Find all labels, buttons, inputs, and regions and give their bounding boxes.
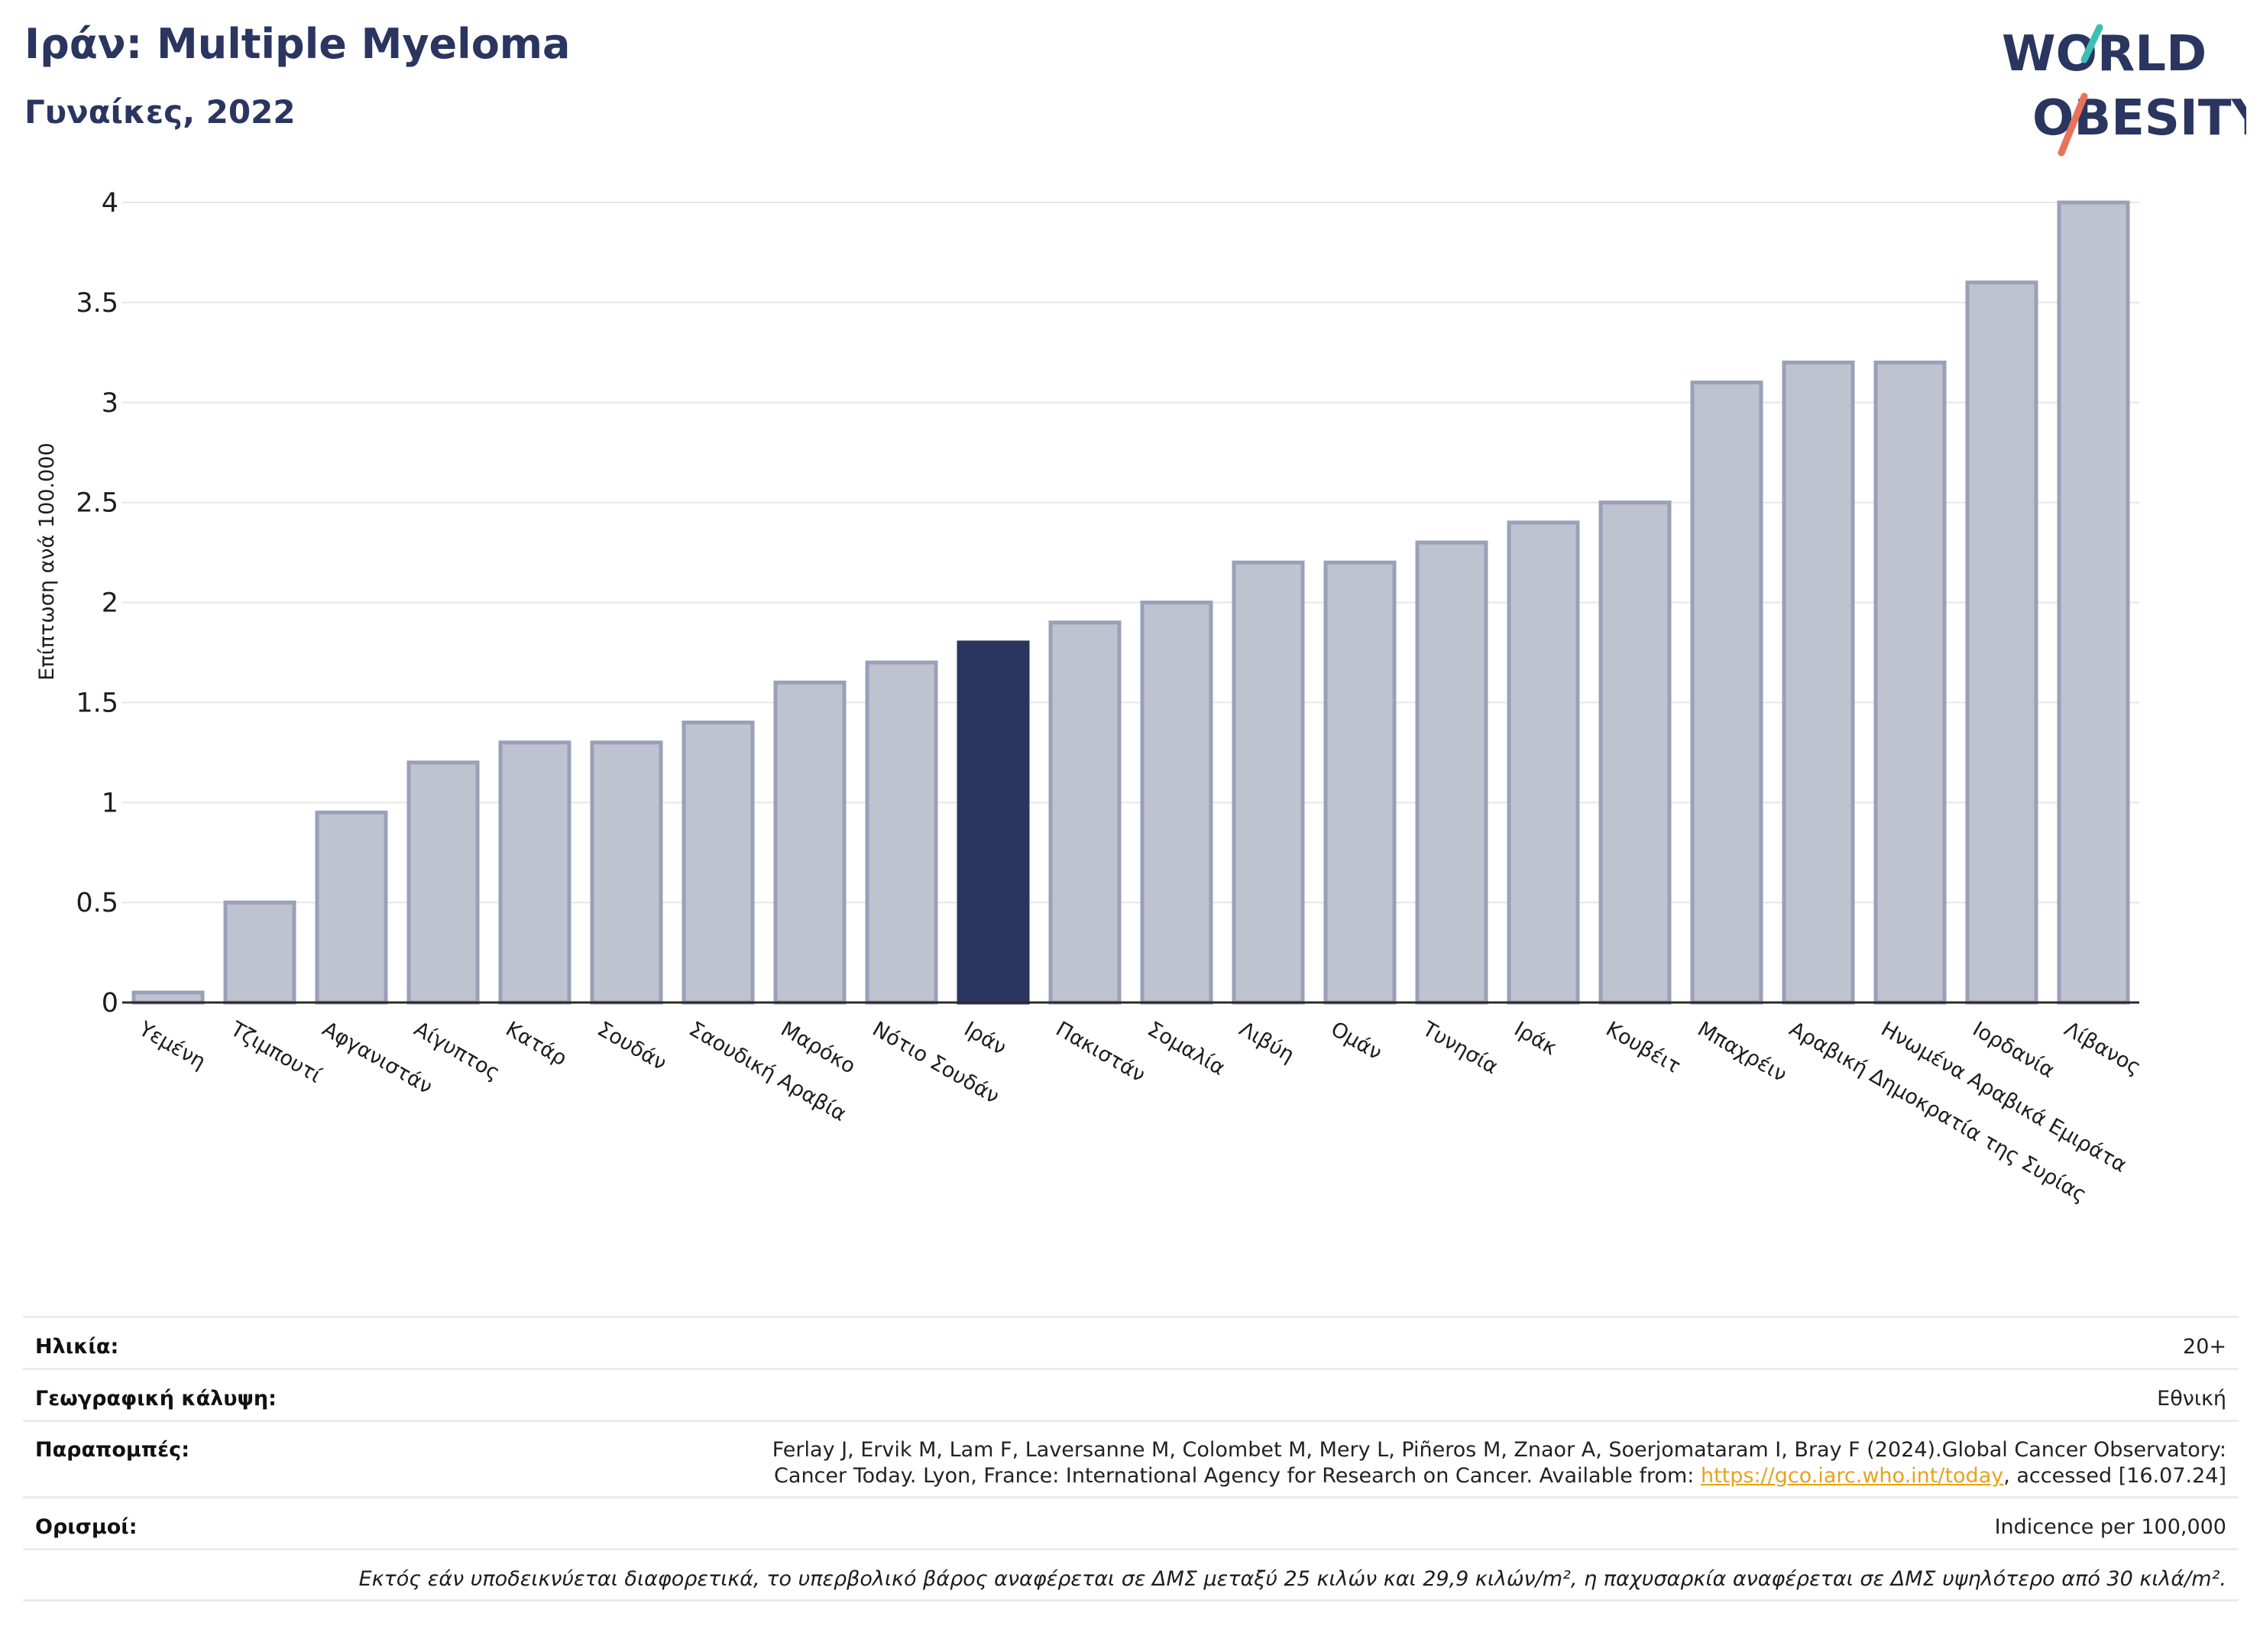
x-tick-label: Ιράκ [1510, 1017, 1562, 1060]
x-tick-label: Κουβέιτ [1602, 1017, 1685, 1078]
y-tick-label: 2.5 [76, 488, 118, 519]
bar [498, 740, 571, 1005]
bar [223, 900, 296, 1005]
x-tick-label: Πακιστάν [1052, 1017, 1150, 1087]
bar-highlight [957, 640, 1030, 1005]
definitions-value: Indicence per 100,000 [1994, 1515, 2226, 1539]
y-tick-label: 2 [102, 588, 118, 619]
y-tick-label: 3.5 [76, 288, 118, 319]
chart-title: Ιράν: Multiple Myeloma [24, 20, 571, 68]
x-tick-label: Υεμένη [134, 1017, 210, 1074]
definitions-label: Ορισμοί: [35, 1515, 138, 1539]
y-tick-label: 3 [102, 388, 118, 419]
references-line-2: Cancer Today. Lyon, France: Internationa… [774, 1464, 1701, 1488]
references-value: Ferlay J, Ervik M, Lam F, Laversanne M, … [772, 1437, 2239, 1489]
x-tick-label: Σουδάν [594, 1017, 671, 1075]
bar [590, 740, 663, 1005]
x-tick-label: Μπαχρέιν [1694, 1017, 1791, 1087]
bar [315, 810, 388, 1005]
bar [1232, 560, 1305, 1005]
logo-slash-teal [2080, 24, 2103, 63]
meta-row-references: Παραπομπές: Ferlay J, Ervik M, Lam F, La… [23, 1420, 2239, 1496]
x-tick-label: Ιράν [960, 1017, 1011, 1060]
x-tick-label: Τυνησία [1418, 1017, 1502, 1080]
references-accessed: , accessed [16.07.24] [2003, 1464, 2226, 1488]
logo-slash-coral [2058, 92, 2088, 157]
bar [1140, 601, 1213, 1005]
bar [1965, 280, 2038, 1005]
bar [1873, 360, 1947, 1005]
age-value: 20+ [2183, 1335, 2226, 1359]
bar [1507, 520, 1580, 1005]
bar [1690, 381, 1763, 1005]
bar [865, 660, 938, 1005]
bar [1598, 500, 1672, 1005]
meta-row-definitions: Ορισμοί: Indicence per 100,000 [23, 1496, 2239, 1548]
coverage-label: Γεωγραφική κάλυψη: [35, 1387, 277, 1411]
y-tick-label: 0.5 [76, 888, 118, 918]
references-line-1: Ferlay J, Ervik M, Lam F, Laversanne M, … [772, 1438, 2226, 1462]
coverage-value: Εθνική [2157, 1387, 2226, 1411]
meta-row-age: Ηλικία: 20+ [23, 1316, 2239, 1368]
x-tick-label: Λιβύη [1235, 1017, 1299, 1067]
y-tick-label: 0 [102, 988, 118, 1019]
bar [1415, 540, 1488, 1005]
bar [2057, 200, 2130, 1005]
bar-layer [131, 200, 2130, 1005]
x-tick-label: Κατάρ [502, 1017, 571, 1071]
bar [1323, 560, 1397, 1005]
y-axis-label: Επίπτωση ανά 100.000 [35, 442, 59, 680]
x-tick-label: Ομάν [1327, 1017, 1386, 1065]
bar [1782, 360, 1855, 1005]
x-tick-label: Λίβανος [2061, 1017, 2145, 1080]
x-tick-label: Τζιμπουτί [226, 1017, 325, 1088]
y-tick-label: 1 [102, 788, 118, 818]
meta-row-footnote: Εκτός εάν υποδεικνύεται διαφορετικά, το … [23, 1548, 2239, 1602]
world-obesity-logo: WORLD OBESITY [2002, 24, 2246, 157]
logo-word-world: WORLD [2002, 26, 2207, 83]
bar [682, 721, 755, 1005]
chart-subtitle: Γυναίκες, 2022 [24, 93, 296, 131]
bar [131, 990, 205, 1005]
x-tick-label: Μαρόκο [777, 1017, 860, 1078]
bar [773, 680, 847, 1005]
x-tick-label: Σαουδική Αραβία [685, 1017, 850, 1126]
bar [1048, 620, 1122, 1005]
bar [406, 760, 480, 1005]
y-tick-label: 1.5 [76, 688, 118, 718]
x-tick-label: Σομαλία [1144, 1017, 1229, 1080]
references-link[interactable]: https://gco.iarc.who.int/today [1700, 1464, 2004, 1488]
metadata-table: Ηλικία: 20+ Γεωγραφική κάλυψη: Εθνική Πα… [23, 1316, 2239, 1602]
y-tick-label: 4 [102, 188, 118, 219]
meta-row-coverage: Γεωγραφική κάλυψη: Εθνική [23, 1368, 2239, 1420]
age-label: Ηλικία: [35, 1335, 119, 1359]
footnote: Εκτός εάν υποδεικνύεται διαφορετικά, το … [358, 1567, 2226, 1591]
references-label: Παραπομπές: [35, 1438, 189, 1462]
